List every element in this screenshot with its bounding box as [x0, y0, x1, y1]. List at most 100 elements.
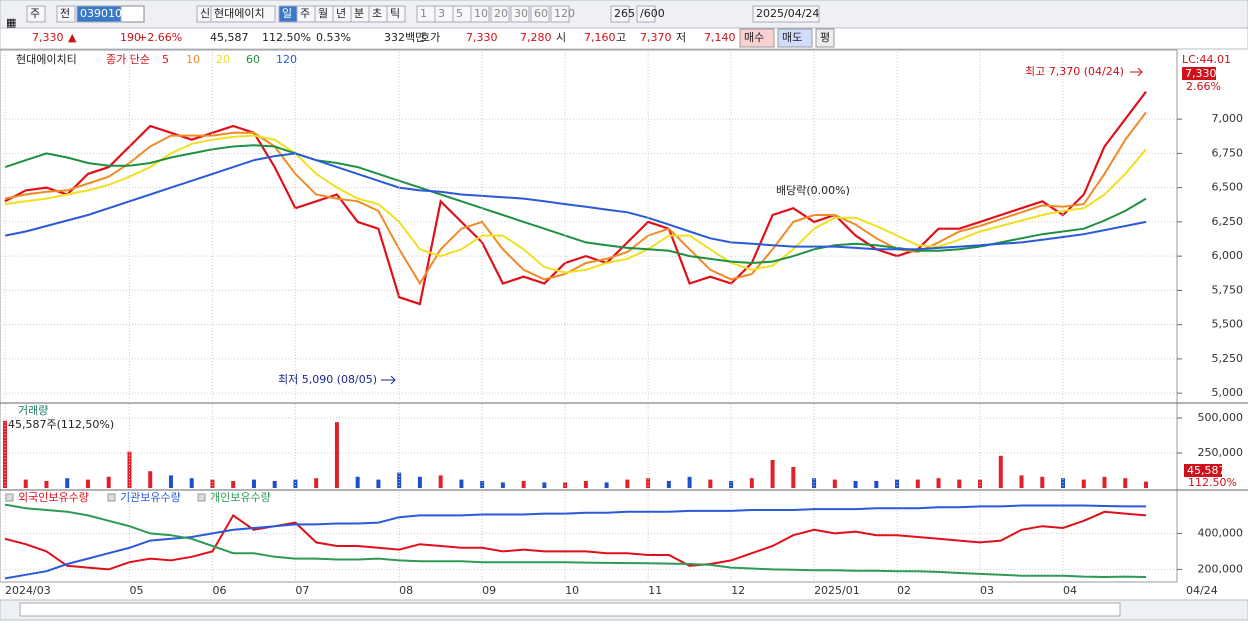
tool-label[interactable]: 1 — [420, 7, 427, 20]
volume-bar — [251, 479, 256, 488]
x-tick-label: 11 — [648, 584, 662, 597]
tool-button[interactable] — [470, 5, 490, 23]
volume-bar — [832, 479, 837, 488]
x-tick-label: 09 — [482, 584, 496, 597]
tool-button[interactable] — [636, 5, 656, 23]
quote-value: 7,330 — [466, 31, 498, 44]
tool-button[interactable] — [530, 5, 550, 23]
tool-label[interactable]: 2025/04/24 — [756, 7, 819, 20]
x-tick-label: 2024/03 — [5, 584, 51, 597]
tool-button[interactable] — [610, 5, 630, 23]
tool-label[interactable]: 265 — [614, 7, 635, 20]
volume-bar — [770, 460, 775, 488]
order-button[interactable] — [777, 28, 813, 48]
tool-label[interactable]: 일 — [282, 6, 292, 20]
volume-bar — [521, 481, 526, 488]
volume-bar — [687, 476, 692, 488]
volume-bar — [708, 479, 713, 488]
volume-bar — [334, 422, 339, 488]
volume-bar — [355, 476, 360, 488]
x-tick-label: 2025/01 — [814, 584, 860, 597]
x-tick-label: 12 — [731, 584, 745, 597]
series-line — [4, 503, 1147, 579]
tool-button[interactable] — [386, 5, 406, 23]
legend-entry: 20 — [216, 53, 230, 66]
tool-label[interactable]: 년 — [336, 7, 346, 20]
y-tick-label: 5,750 — [1212, 283, 1244, 296]
volume-bar — [936, 478, 941, 488]
tool-label[interactable]: 039010 — [80, 7, 122, 20]
volume-bar — [542, 482, 547, 488]
quote-value: 0.53% — [316, 31, 351, 44]
tool-label[interactable]: 10 — [474, 7, 488, 20]
volume-bar — [168, 475, 173, 488]
order-button[interactable] — [739, 28, 775, 48]
volume-bar — [417, 476, 422, 488]
tool-button[interactable] — [26, 5, 46, 23]
volume-bar — [853, 481, 858, 488]
series-line — [4, 510, 1147, 571]
tool-label[interactable]: 30 — [514, 7, 528, 20]
volume-bar — [895, 479, 900, 488]
volume-bar — [106, 476, 111, 488]
volume-bar — [1061, 478, 1066, 488]
y-tick-label: 200,000 — [1198, 562, 1244, 575]
legend-entry: 120 — [276, 53, 297, 66]
volume-bar — [127, 451, 132, 488]
tool-button[interactable] — [76, 5, 122, 23]
tool-label[interactable]: 주 — [300, 7, 310, 20]
tool-label[interactable]: 분 — [354, 7, 364, 20]
tool-label[interactable]: 전 — [60, 7, 70, 20]
volume-bar — [210, 479, 215, 488]
tool-label[interactable]: 120 — [554, 7, 575, 20]
high-annotation: 최고 7,370 (04/24) — [1025, 65, 1124, 78]
quote-value[interactable]: 매수 — [744, 31, 764, 44]
x-tick-label: 05 — [129, 584, 143, 597]
tool-button[interactable] — [752, 5, 820, 23]
y-tick-label: 5,500 — [1212, 318, 1244, 331]
order-button[interactable] — [815, 28, 835, 48]
tool-button[interactable] — [210, 5, 276, 23]
quote-bar — [0, 27, 1248, 50]
volume-bar — [604, 482, 609, 488]
tool-label[interactable]: 20 — [494, 7, 508, 20]
tool-button[interactable] — [56, 5, 76, 23]
tool-label[interactable]: 초 — [372, 7, 382, 20]
tool-label[interactable]: 현대에이치 — [214, 7, 265, 20]
volume-bar — [978, 479, 983, 488]
legend-swatch — [197, 493, 206, 502]
tool-button[interactable] — [550, 5, 570, 23]
tool-button[interactable] — [490, 5, 510, 23]
y-tick-label: 6,500 — [1212, 181, 1244, 194]
tool-label[interactable]: 3 — [438, 7, 445, 20]
scroll-thumb[interactable] — [19, 602, 1121, 617]
x-tick-label: 08 — [399, 584, 413, 597]
grid-icon[interactable]: ▦ — [6, 16, 16, 29]
tool-label[interactable]: /600 — [640, 7, 665, 20]
quote-value[interactable]: 매도 — [782, 31, 802, 44]
x-tick-label: 06 — [212, 584, 226, 597]
volume-bar — [583, 481, 588, 488]
volume-bar — [1019, 475, 1024, 488]
tool-label[interactable]: 신 — [200, 7, 210, 20]
x-tick-label: 07 — [295, 584, 309, 597]
series-line — [4, 504, 1146, 580]
y-tick-label: 5,000 — [1212, 386, 1244, 399]
x-tick-label: 04 — [1063, 584, 1077, 597]
y-tick-label: 6,750 — [1212, 146, 1244, 159]
series-line — [4, 91, 1147, 306]
quote-value: 7,160 — [584, 31, 616, 44]
tool-button[interactable] — [510, 5, 530, 23]
tool-label[interactable]: 60 — [534, 7, 548, 20]
quote-value[interactable]: 평 — [820, 31, 830, 44]
tool-label[interactable]: 주 — [30, 7, 40, 20]
tool-label[interactable]: 틱 — [390, 7, 400, 20]
volume-bar — [666, 481, 671, 488]
volume-bar — [915, 479, 920, 488]
tool-label[interactable]: 5 — [456, 7, 463, 20]
volume-bar — [397, 472, 402, 488]
volume-bar — [65, 478, 70, 488]
volume-bar — [749, 478, 754, 488]
tool-label[interactable]: 월 — [318, 7, 328, 20]
